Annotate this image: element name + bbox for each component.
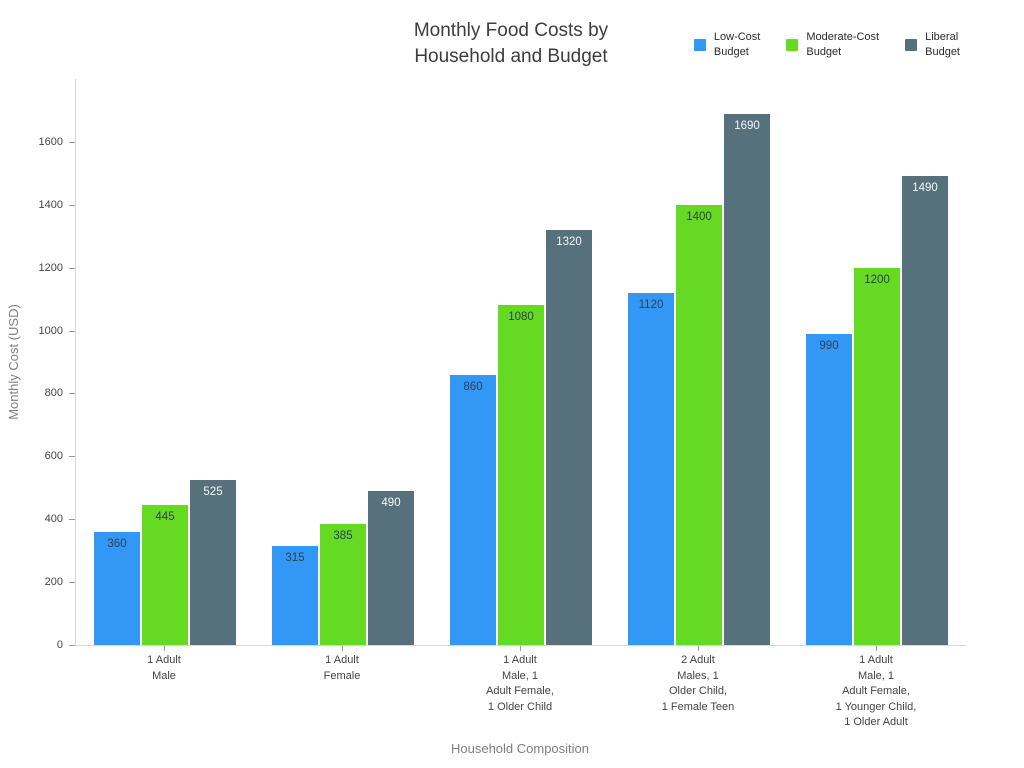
chart-title: Monthly Food Costs by Household and Budg… bbox=[413, 20, 609, 67]
legend-item[interactable]: Moderate-Cost Budget bbox=[786, 30, 879, 60]
x-tick-mark bbox=[164, 646, 165, 651]
y-tick-mark bbox=[69, 330, 75, 332]
bar-low-cost-budget[interactable] bbox=[806, 333, 852, 645]
y-tick-mark bbox=[69, 393, 75, 395]
y-tick-mark bbox=[69, 645, 75, 646]
legend: Low-Cost Budget Moderate-Cost Budget Liber… bbox=[693, 30, 960, 60]
y-tick-label: 1400 bbox=[38, 198, 63, 211]
y-tick-mark bbox=[69, 456, 75, 458]
bar-liberal-budget[interactable] bbox=[902, 176, 948, 645]
plot-area: 360 445 525 315 385 490 860 1080 1320 1120 1400 169… bbox=[75, 79, 966, 646]
x-tick-mark bbox=[876, 646, 877, 651]
legend-item-label: Moderate-Cost Budget bbox=[806, 31, 880, 58]
x-tick-label: 2 Adult Males, 1 Older Child, 1 Female T… bbox=[661, 654, 735, 713]
bar-liberal-budget[interactable] bbox=[724, 113, 770, 645]
y-tick-label: 1600 bbox=[38, 135, 63, 148]
x-tick-label: 1 Adult Male, 1 Adult Female, 1 Older Ch… bbox=[486, 654, 554, 713]
x-tick-label: 1 Adult Male, 1 Adult Female, 1 Younger … bbox=[835, 654, 917, 728]
y-tick-mark bbox=[69, 582, 75, 584]
x-tick-label: 1 Adult Male bbox=[147, 654, 181, 682]
bar-liberal-budget[interactable] bbox=[190, 479, 236, 645]
bar-low-cost-budget[interactable] bbox=[628, 292, 674, 645]
bar-moderate-cost-budget[interactable] bbox=[676, 204, 722, 645]
y-tick-label: 1000 bbox=[38, 324, 63, 337]
y-tick-label: 200 bbox=[44, 576, 63, 589]
x-axis-title: Household Composition bbox=[450, 741, 590, 756]
bar-liberal-budget[interactable] bbox=[546, 229, 592, 645]
bar-low-cost-budget[interactable] bbox=[450, 374, 496, 645]
bar-moderate-cost-budget[interactable] bbox=[854, 267, 900, 645]
legend-item-label: Low-Cost Budget bbox=[713, 31, 761, 58]
x-tick-mark bbox=[520, 646, 521, 651]
legend-swatch-icon bbox=[693, 39, 706, 51]
legend-item-label: Liberal Budget bbox=[925, 31, 960, 58]
y-tick-mark bbox=[69, 267, 75, 269]
y-tick-mark bbox=[69, 141, 75, 143]
bar-low-cost-budget[interactable] bbox=[272, 545, 318, 645]
bar-liberal-budget[interactable] bbox=[368, 490, 414, 645]
bar-moderate-cost-budget[interactable] bbox=[142, 505, 188, 645]
y-tick-label: 800 bbox=[44, 387, 63, 400]
x-tick-label: 1 Adult Female bbox=[323, 654, 361, 682]
x-tick-mark bbox=[698, 646, 699, 651]
y-tick-label: 1200 bbox=[38, 261, 63, 274]
bar-moderate-cost-budget[interactable] bbox=[498, 305, 544, 645]
y-tick-mark bbox=[69, 519, 75, 521]
y-tick-label: 600 bbox=[44, 450, 63, 463]
y-tick-label: 400 bbox=[44, 513, 63, 526]
y-tick-label: 0 bbox=[56, 639, 63, 651]
y-axis-title: Monthly Cost (USD) bbox=[6, 304, 21, 420]
bar-moderate-cost-budget[interactable] bbox=[320, 523, 366, 645]
legend-item[interactable]: Liberal Budget bbox=[905, 30, 960, 60]
legend-swatch-icon bbox=[786, 39, 799, 51]
legend-item[interactable]: Low-Cost Budget bbox=[693, 30, 761, 60]
y-tick-mark bbox=[69, 204, 75, 206]
bar-low-cost-budget[interactable] bbox=[94, 531, 140, 645]
legend-swatch-icon bbox=[905, 39, 918, 51]
x-tick-mark bbox=[342, 646, 343, 651]
